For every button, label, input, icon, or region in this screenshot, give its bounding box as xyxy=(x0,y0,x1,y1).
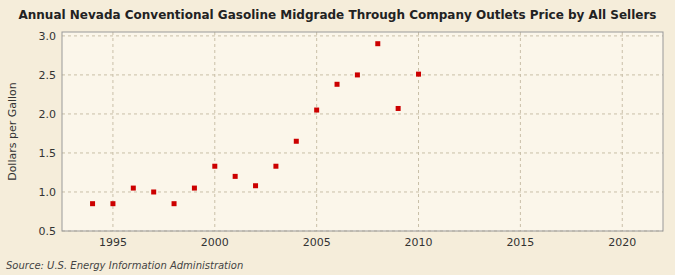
point xyxy=(294,139,299,144)
x-tick-label: 2015 xyxy=(506,236,534,249)
point xyxy=(375,41,380,46)
grid xyxy=(62,32,663,231)
point xyxy=(253,183,258,188)
x-tick-label: 1995 xyxy=(99,236,127,249)
plot-frame xyxy=(62,32,663,231)
point xyxy=(90,201,95,206)
x-grid-line xyxy=(112,32,113,231)
y-tick-label: 0.5 xyxy=(39,225,57,238)
plot-background xyxy=(62,32,663,231)
y-tick-label: 1.5 xyxy=(39,147,57,160)
source-note: Source: U.S. Energy Information Administ… xyxy=(6,260,243,271)
point xyxy=(192,186,197,191)
points xyxy=(90,41,421,206)
point xyxy=(151,189,156,194)
x-tick-label: 2020 xyxy=(608,236,636,249)
title: Annual Nevada Conventional Gasoline Midg… xyxy=(18,8,656,22)
y-tick-label: 1.0 xyxy=(39,186,57,199)
x-tick-label: 2010 xyxy=(405,236,433,249)
y-grid-line xyxy=(62,152,663,153)
chart: 1995 2000 2005 2010 2015 2020 0.5 1.0 1.5 2.0 2.5 3… xyxy=(0,0,675,275)
point xyxy=(233,174,238,179)
x-grid-line xyxy=(418,32,419,231)
point xyxy=(131,186,136,191)
x-tick-label: 2005 xyxy=(303,236,331,249)
x-grid-line xyxy=(316,32,317,231)
point xyxy=(416,72,421,77)
y-grid-line xyxy=(62,74,663,75)
point xyxy=(172,201,177,206)
tick-labels: 1995 2000 2005 2010 2015 2020 0.5 1.0 1.5 2.0 2.5 3… xyxy=(39,30,637,249)
chart-container: 1995 2000 2005 2010 2015 2020 0.5 1.0 1.5 2.0 2.5 3… xyxy=(0,0,675,275)
point xyxy=(212,164,217,169)
point xyxy=(396,106,401,111)
point xyxy=(273,164,278,169)
x-tick-label: 2000 xyxy=(201,236,229,249)
y-tick-label: 3.0 xyxy=(39,30,57,43)
y-grid-line xyxy=(62,113,663,114)
y-grid-line xyxy=(62,35,663,36)
point xyxy=(335,82,340,87)
y-tick-label: 2.5 xyxy=(39,69,57,82)
point xyxy=(110,201,115,206)
x-grid-line xyxy=(622,32,623,231)
point xyxy=(355,72,360,77)
x-grid-line xyxy=(214,32,215,231)
x-grid-line xyxy=(520,32,521,231)
y-tick-label: 2.0 xyxy=(39,108,57,121)
point xyxy=(314,108,319,113)
y-axis-label: Dollars per Gallon xyxy=(6,82,19,181)
